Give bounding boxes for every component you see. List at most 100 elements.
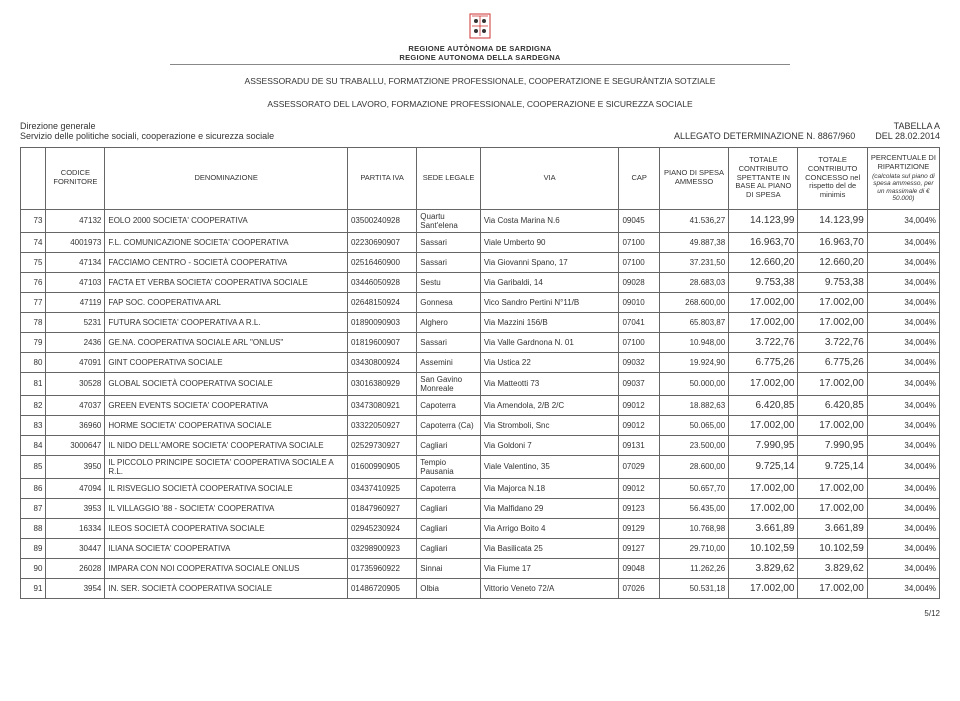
- cell-via: Via Giovanni Spano, 17: [480, 252, 619, 272]
- cell-tot2: 3.829,62: [798, 558, 867, 578]
- cell-index: 80: [21, 352, 46, 372]
- table-row: 7647103FACTA ET VERBA SOCIETA' COOPERATI…: [21, 272, 940, 292]
- assessor-line-2: ASSESSORATO DEL LAVORO, FORMAZIONE PROFE…: [20, 98, 940, 111]
- cell-via: Via Majorca N.18: [480, 478, 619, 498]
- col-tot2: TOTALE CONTRIBUTO CONCESSO nel rispetto …: [798, 147, 867, 209]
- cell-denom: IL NIDO DELL'AMORE SOCIETA' COOPERATIVA …: [105, 435, 348, 455]
- cell-sede: Assemini: [417, 352, 481, 372]
- cell-cap: 09028: [619, 272, 659, 292]
- cell-cap: 07100: [619, 232, 659, 252]
- meta-row: Direzione generale Servizio delle politi…: [20, 121, 940, 141]
- cell-tot2: 16.963,70: [798, 232, 867, 252]
- col-denom: DENOMINAZIONE: [105, 147, 348, 209]
- col-perc-sub: (calcolata sul piano di spesa ammesso, p…: [871, 173, 936, 202]
- cell-index: 91: [21, 578, 46, 598]
- cell-perc: 34,004%: [867, 372, 939, 395]
- cell-piva: 03322050927: [347, 415, 416, 435]
- cell-piva: 03298900923: [347, 538, 416, 558]
- cell-tot1: 10.102,59: [729, 538, 798, 558]
- cell-piva: 03016380929: [347, 372, 416, 395]
- cell-denom: HORME SOCIETA' COOPERATIVA SOCIALE: [105, 415, 348, 435]
- cell-denom: GE.NA. COOPERATIVA SOCIALE ARL "ONLUS": [105, 332, 348, 352]
- cell-tot2: 12.660,20: [798, 252, 867, 272]
- cell-perc: 34,004%: [867, 498, 939, 518]
- cell-piano: 41.536,27: [659, 209, 728, 232]
- cell-piva: 02529730927: [347, 435, 416, 455]
- col-tot1: TOTALE CONTRIBUTO SPETTANTE IN BASE AL P…: [729, 147, 798, 209]
- cell-via: Via Arrigo Boito 4: [480, 518, 619, 538]
- tabella-label: TABELLA A: [674, 121, 940, 131]
- assessor-line-1: ASSESSORADU DE SU TRABALLU, FORMATZIONE …: [20, 75, 940, 88]
- cell-denom: GLOBAL SOCIETÀ COOPERATIVA SOCIALE: [105, 372, 348, 395]
- cell-cap: 09129: [619, 518, 659, 538]
- region-logo: [468, 12, 492, 40]
- cell-cap: 09123: [619, 498, 659, 518]
- cell-index: 82: [21, 395, 46, 415]
- cell-code: 3000647: [46, 435, 105, 455]
- cell-piano: 29.710,00: [659, 538, 728, 558]
- cell-code: 3950: [46, 455, 105, 478]
- direzione: Direzione generale: [20, 121, 274, 131]
- region-name-1: REGIONE AUTÒNOMA DE SARDIGNA: [20, 44, 940, 53]
- cell-piano: 11.262,26: [659, 558, 728, 578]
- table-row: 8647094IL RISVEGLIO SOCIETÀ COOPERATIVA …: [21, 478, 940, 498]
- cell-code: 47037: [46, 395, 105, 415]
- cell-sede: Sestu: [417, 272, 481, 292]
- allegato: ALLEGATO DETERMINAZIONE N. 8867/960: [674, 131, 855, 141]
- cell-code: 47132: [46, 209, 105, 232]
- cell-cap: 07041: [619, 312, 659, 332]
- cell-tot2: 17.002,00: [798, 372, 867, 395]
- cell-tot2: 7.990,95: [798, 435, 867, 455]
- cell-code: 3953: [46, 498, 105, 518]
- cell-piano: 268.600,00: [659, 292, 728, 312]
- table-row: 873953IL VILLAGGIO '88 - SOCIETA' COOPER…: [21, 498, 940, 518]
- cell-piano: 50.000,00: [659, 372, 728, 395]
- cell-piva: 01600990905: [347, 455, 416, 478]
- cell-code: 30528: [46, 372, 105, 395]
- cell-tot2: 6.775,26: [798, 352, 867, 372]
- cell-piva: 03446050928: [347, 272, 416, 292]
- cell-cap: 07026: [619, 578, 659, 598]
- table-row: 744001973F.L. COMUNICAZIONE SOCIETA' COO…: [21, 232, 940, 252]
- cell-index: 88: [21, 518, 46, 538]
- table-row: 9026028IMPARA CON NOI COOPERATIVA SOCIAL…: [21, 558, 940, 578]
- cell-code: 4001973: [46, 232, 105, 252]
- cell-piva: 01847960927: [347, 498, 416, 518]
- col-perc-title: PERCENTUALE DI RIPARTIZIONE: [871, 153, 936, 171]
- cell-sede: Tempio Pausania: [417, 455, 481, 478]
- cell-tot1: 17.002,00: [729, 578, 798, 598]
- table-row: 8047091GINT COOPERATIVA SOCIALE034308009…: [21, 352, 940, 372]
- cell-index: 73: [21, 209, 46, 232]
- cell-sede: Cagliari: [417, 498, 481, 518]
- cell-piva: 03500240928: [347, 209, 416, 232]
- cell-index: 76: [21, 272, 46, 292]
- cell-via: Via Amendola, 2/B 2/C: [480, 395, 619, 415]
- cell-cap: 09045: [619, 209, 659, 232]
- cell-cap: 09012: [619, 478, 659, 498]
- cell-piva: 02516460900: [347, 252, 416, 272]
- cell-sede: Cagliari: [417, 518, 481, 538]
- cell-tot2: 17.002,00: [798, 312, 867, 332]
- cell-via: Viale Umberto 90: [480, 232, 619, 252]
- cell-piva: 01819600907: [347, 332, 416, 352]
- cell-piano: 10.948,00: [659, 332, 728, 352]
- cell-index: 78: [21, 312, 46, 332]
- cell-piano: 65.803,87: [659, 312, 728, 332]
- col-piano: PIANO DI SPESA AMMESSO: [659, 147, 728, 209]
- cell-index: 87: [21, 498, 46, 518]
- cell-perc: 34,004%: [867, 395, 939, 415]
- cell-denom: ILEOS SOCIETÀ COOPERATIVA SOCIALE: [105, 518, 348, 538]
- cell-tot1: 9.753,38: [729, 272, 798, 292]
- cell-code: 26028: [46, 558, 105, 578]
- cell-code: 30447: [46, 538, 105, 558]
- cell-tot2: 17.002,00: [798, 292, 867, 312]
- cell-tot2: 17.002,00: [798, 478, 867, 498]
- cell-tot2: 10.102,59: [798, 538, 867, 558]
- cell-sede: Sassari: [417, 232, 481, 252]
- cell-sede: Sinnai: [417, 558, 481, 578]
- cell-tot2: 17.002,00: [798, 578, 867, 598]
- cell-piva: 01890090903: [347, 312, 416, 332]
- cell-perc: 34,004%: [867, 332, 939, 352]
- cell-piano: 19.924,90: [659, 352, 728, 372]
- cell-perc: 34,004%: [867, 518, 939, 538]
